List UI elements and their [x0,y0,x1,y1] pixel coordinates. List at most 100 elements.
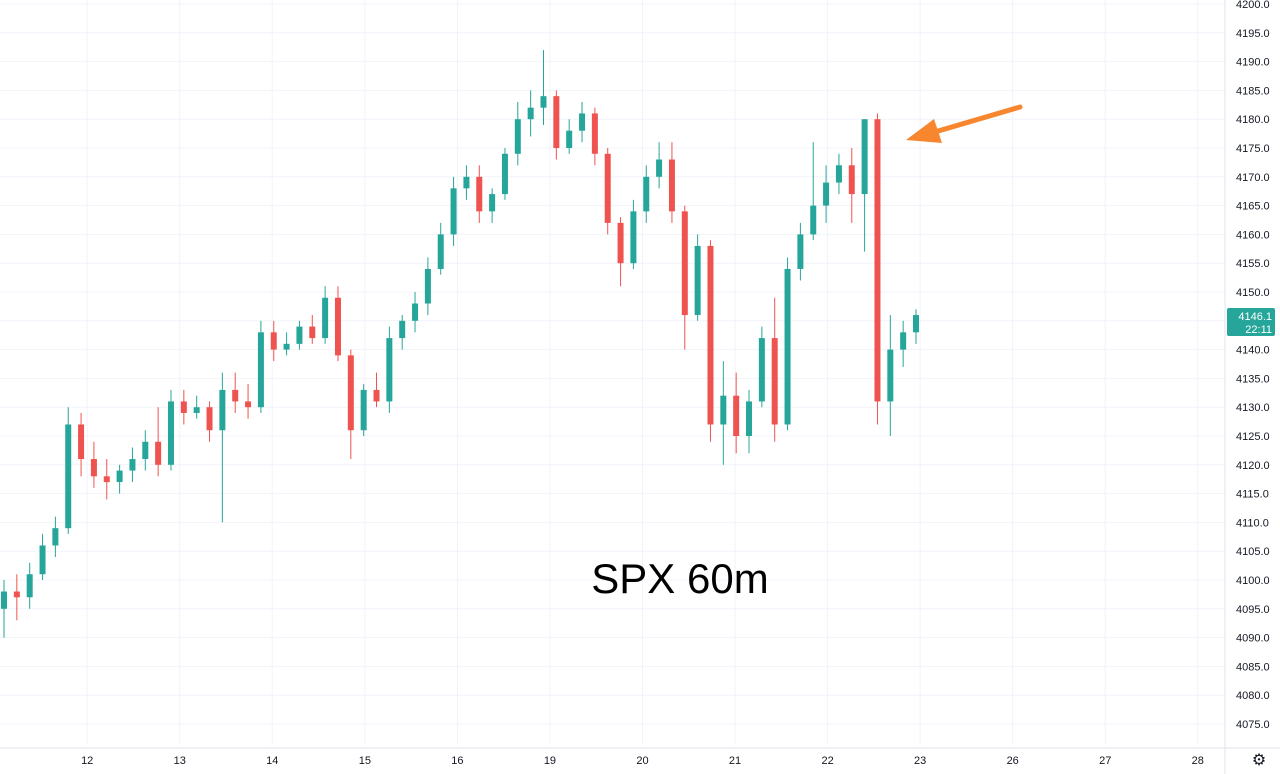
y-tick-label: 4085.0 [1236,661,1270,673]
arrow-head [906,119,942,143]
x-tick-label: 12 [81,755,93,767]
y-tick-label: 4175.0 [1236,143,1270,155]
candle [604,148,611,235]
candle [322,286,329,344]
candles [1,50,919,638]
candle [270,320,277,362]
x-tick-label: 23 [914,755,926,767]
candle [283,332,290,356]
candle [617,217,624,287]
candle [219,372,226,523]
y-tick-label: 4125.0 [1236,431,1270,443]
y-tick-label: 4165.0 [1236,201,1270,213]
last-price-label: 4146.1 [1238,311,1272,323]
candle [591,107,598,166]
y-tick-label: 4200.0 [1236,0,1270,11]
candle [694,234,701,321]
candle [65,407,72,534]
annotation-arrow [906,104,1023,143]
candle [540,50,547,125]
gear-icon[interactable]: ⚙ [1251,749,1267,769]
candle [668,142,675,223]
y-tick-label: 4155.0 [1236,258,1270,270]
candle [296,320,303,350]
y-tick-label: 4100.0 [1236,575,1270,587]
candle [309,315,316,344]
last-price-badge: 4146.1 22:11 [1227,308,1275,337]
y-tick-label: 4180.0 [1236,114,1270,126]
y-tick-label: 4110.0 [1236,517,1269,529]
candle [746,389,753,454]
y-tick-label: 4135.0 [1236,373,1270,385]
candle [155,407,162,477]
y-tick-label: 4190.0 [1236,57,1270,69]
candle [78,412,85,477]
candle [874,113,881,425]
candle [848,148,855,223]
candle [334,286,341,362]
arrow-shaft [925,104,1023,137]
y-tick-label: 4130.0 [1236,402,1270,414]
x-tick-label: 28 [1192,755,1204,767]
time-axis[interactable]: 12 13 14 15 16 19 20 21 22 23 26 27 28 [0,747,1280,767]
y-tick-label: 4160.0 [1236,229,1270,241]
candle [52,516,59,557]
price-axis[interactable]: 4075.0 4080.0 4085.0 4090.0 4095.0 4100.0 4105… [1224,0,1270,774]
x-tick-label: 15 [359,755,371,767]
candle [501,148,508,200]
candle [129,447,136,483]
candle [373,372,380,408]
candle [90,441,97,488]
x-tick-label: 13 [174,755,186,767]
candle [463,165,470,200]
y-tick-label: 4120.0 [1236,460,1270,472]
candle [347,349,354,460]
y-tick-label: 4195.0 [1236,28,1270,40]
candle [758,326,765,408]
candle [257,320,264,413]
y-tick-label: 4075.0 [1236,719,1270,731]
x-tick-label: 22 [821,755,833,767]
candle [412,292,419,333]
candle [720,361,727,465]
candle [784,257,791,431]
candle [553,90,560,160]
candle [861,119,868,252]
x-tick-label: 19 [544,755,556,767]
x-tick-label: 16 [451,755,463,767]
y-tick-label: 4150.0 [1236,287,1270,299]
candle [656,142,663,189]
candle [245,384,252,419]
y-tick-label: 4115.0 [1236,489,1269,501]
candle [887,315,894,436]
candle [527,90,534,137]
candle [476,165,483,223]
candle [579,101,586,143]
last-price-time: 22:11 [1245,324,1272,336]
candle [566,119,573,154]
y-tick-label: 4140.0 [1236,345,1270,357]
candle [142,430,149,471]
x-tick-label: 26 [1007,755,1019,767]
grid [0,0,1225,745]
candle [733,372,740,454]
candle [39,533,46,580]
candle [681,205,688,350]
candle [810,142,817,241]
y-tick-label: 4090.0 [1236,633,1270,645]
candle [26,562,33,609]
chart-title: SPX 60m [591,555,768,602]
x-tick-label: 20 [636,755,648,767]
candle [437,222,444,275]
candle [424,257,431,316]
candle [835,153,842,195]
candle [180,389,187,425]
y-tick-label: 4080.0 [1236,690,1270,702]
y-tick-label: 4105.0 [1236,546,1270,558]
candle [360,384,367,436]
candle [193,395,200,419]
candle [771,297,778,442]
candle [900,320,907,367]
x-tick-label: 14 [266,755,278,767]
